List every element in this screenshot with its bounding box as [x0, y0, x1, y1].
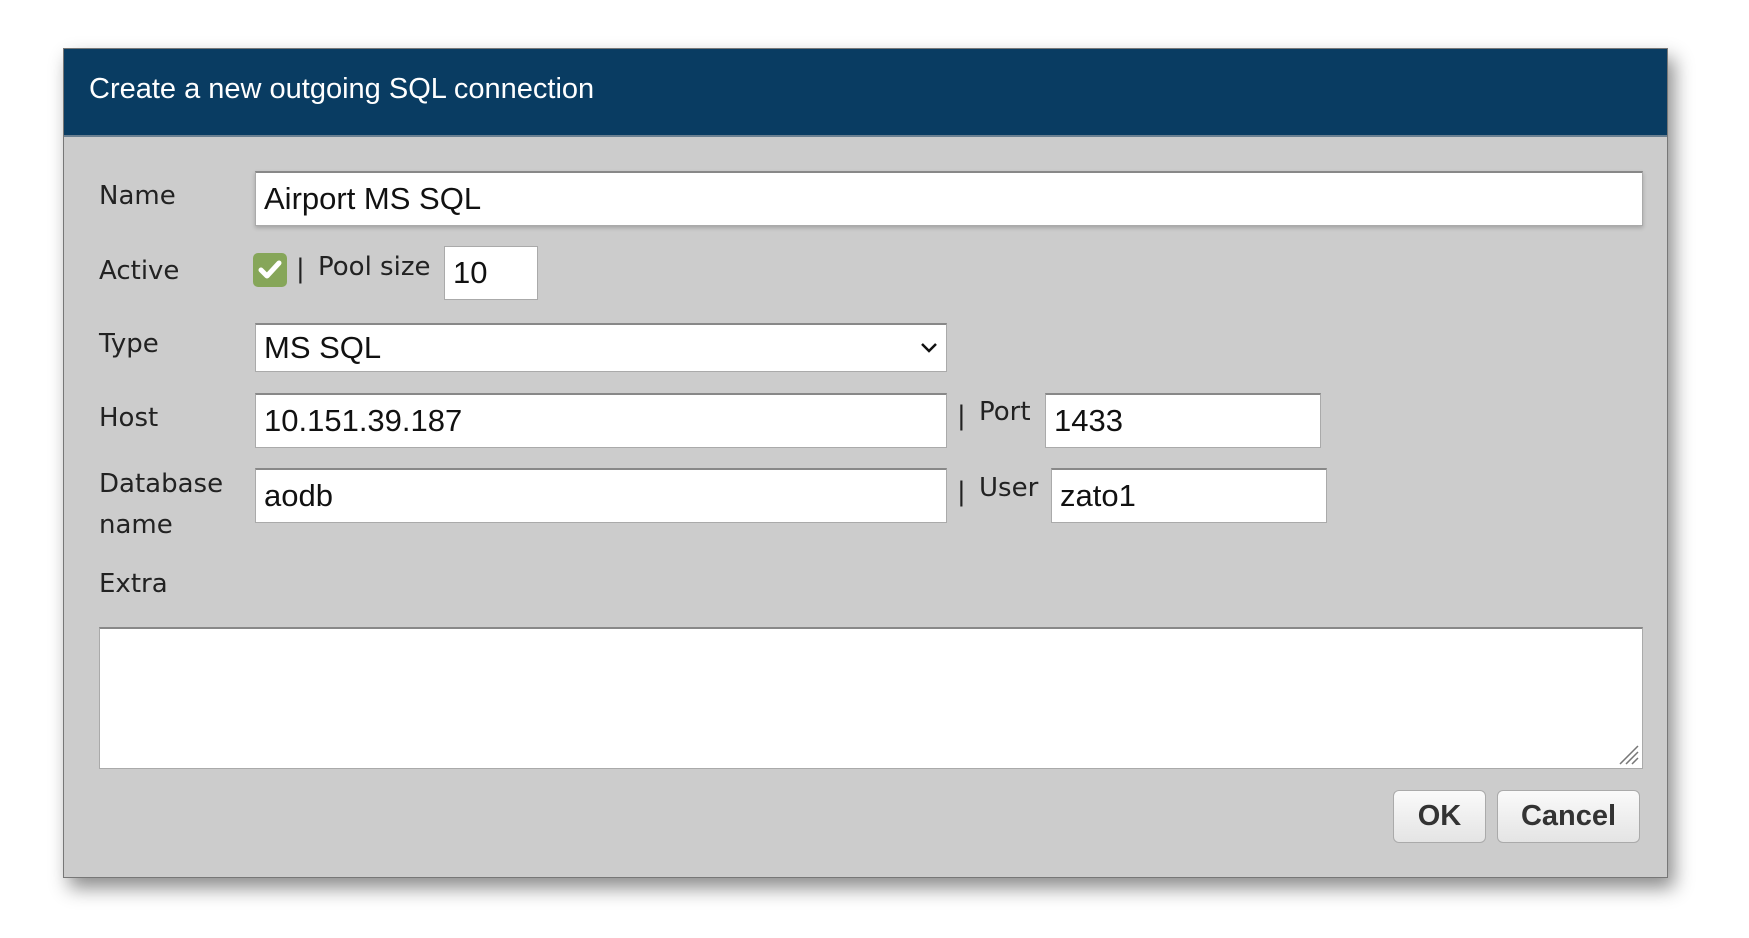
type-select[interactable]: MS SQL [255, 323, 947, 372]
chevron-down-icon [921, 343, 937, 353]
host-label: Host [99, 403, 159, 433]
type-selected-value: MS SQL [264, 330, 382, 365]
extra-label: Extra [99, 569, 168, 599]
cancel-button[interactable]: Cancel [1497, 790, 1640, 843]
active-label: Active [99, 256, 180, 286]
database-name-input[interactable]: aodb [255, 468, 947, 523]
active-checkbox[interactable] [253, 253, 287, 287]
resize-handle-icon[interactable] [1616, 742, 1640, 766]
database-label-line2: name [99, 510, 173, 540]
type-label: Type [99, 329, 159, 359]
separator: | [957, 401, 966, 431]
database-label-line1: Database [99, 469, 224, 499]
dialog-title: Create a new outgoing SQL connection [89, 73, 595, 105]
port-input[interactable]: 1433 [1045, 393, 1321, 448]
create-sql-connection-dialog: Create a new outgoing SQL connection Nam… [63, 48, 1668, 878]
ok-button[interactable]: OK [1393, 790, 1486, 843]
dialog-header: Create a new outgoing SQL connection [64, 49, 1667, 137]
user-label: User [979, 473, 1039, 503]
port-label: Port [979, 397, 1031, 427]
pool-size-input[interactable]: 10 [444, 246, 538, 300]
name-label: Name [99, 181, 176, 211]
user-input[interactable]: zato1 [1051, 468, 1327, 523]
check-icon [258, 260, 282, 279]
host-input[interactable]: 10.151.39.187 [255, 393, 947, 448]
pool-size-label: Pool size [318, 252, 431, 282]
separator: | [957, 477, 966, 507]
separator: | [296, 254, 305, 284]
extra-textarea[interactable] [99, 627, 1643, 769]
name-input[interactable]: Airport MS SQL [255, 171, 1643, 226]
